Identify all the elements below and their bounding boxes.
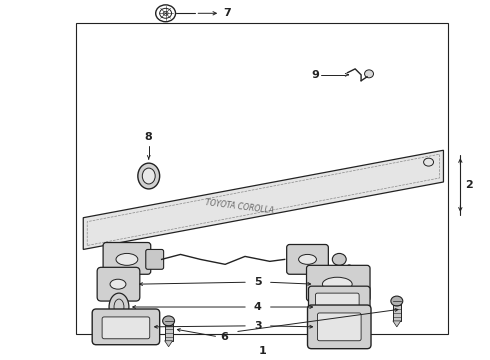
FancyBboxPatch shape	[103, 243, 151, 274]
FancyBboxPatch shape	[318, 313, 361, 341]
Bar	[165, 323, 172, 341]
Ellipse shape	[332, 253, 346, 265]
Ellipse shape	[424, 158, 434, 166]
Ellipse shape	[163, 316, 174, 326]
FancyBboxPatch shape	[92, 309, 160, 345]
FancyBboxPatch shape	[307, 265, 370, 301]
FancyBboxPatch shape	[287, 244, 328, 274]
Ellipse shape	[110, 279, 126, 289]
FancyBboxPatch shape	[309, 286, 370, 326]
Text: 5: 5	[254, 277, 262, 287]
Text: TOYOTA COROLLA: TOYOTA COROLLA	[205, 198, 275, 216]
Text: 7: 7	[223, 8, 231, 18]
Text: 1: 1	[259, 346, 266, 356]
Ellipse shape	[138, 163, 160, 189]
Text: 3: 3	[254, 321, 262, 331]
Ellipse shape	[116, 253, 138, 265]
Ellipse shape	[109, 293, 129, 321]
Text: 9: 9	[312, 70, 319, 80]
FancyBboxPatch shape	[97, 267, 140, 301]
Text: 4: 4	[254, 302, 262, 312]
Polygon shape	[393, 321, 401, 327]
Bar	[76, 23, 448, 334]
Ellipse shape	[322, 277, 352, 291]
Text: 2: 2	[466, 180, 473, 190]
Bar	[393, 303, 401, 321]
Ellipse shape	[298, 255, 317, 264]
Text: 8: 8	[145, 132, 152, 142]
Ellipse shape	[347, 265, 352, 270]
FancyBboxPatch shape	[308, 305, 371, 349]
FancyBboxPatch shape	[316, 293, 359, 319]
FancyBboxPatch shape	[102, 317, 150, 339]
Ellipse shape	[142, 168, 155, 184]
Ellipse shape	[365, 70, 373, 78]
Text: 6: 6	[220, 332, 228, 342]
FancyBboxPatch shape	[146, 249, 164, 269]
Polygon shape	[165, 341, 172, 347]
Polygon shape	[83, 150, 443, 249]
Ellipse shape	[391, 296, 403, 306]
